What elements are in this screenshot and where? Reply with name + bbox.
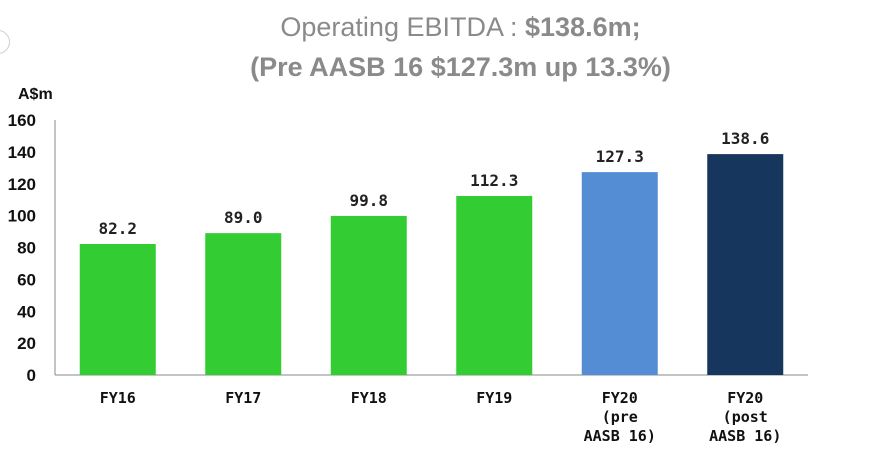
bar	[581, 172, 658, 375]
data-label: 127.3	[596, 147, 644, 166]
data-labels: 82.2 89.0 99.8 112.3 127.3 138.6	[98, 129, 769, 238]
data-label: 89.0	[224, 208, 263, 227]
x-tick-label: (post	[723, 408, 768, 426]
x-tick-label: FY17	[225, 389, 261, 407]
y-tick-label: 100	[8, 207, 36, 226]
data-label: 138.6	[721, 129, 769, 148]
y-axis-ticks: 0 20 40 60 80 100 120 140 160	[8, 111, 36, 385]
chart-title-value: $138.6m;	[525, 12, 641, 42]
y-tick-label: 160	[8, 111, 36, 130]
x-tick-label: AASB 16)	[709, 427, 781, 445]
y-tick-label: 20	[17, 334, 36, 353]
bar	[79, 243, 156, 375]
data-label: 82.2	[98, 219, 137, 238]
y-axis-label: A$m	[18, 86, 53, 103]
y-tick-label: 80	[17, 239, 36, 258]
data-label: 112.3	[470, 171, 518, 190]
bars	[79, 154, 784, 375]
bar	[205, 233, 282, 375]
y-tick-label: 40	[17, 302, 36, 321]
x-tick-label: FY20	[602, 389, 638, 407]
x-tick-label: (pre	[602, 408, 638, 426]
y-tick-label: 0	[27, 366, 36, 385]
chart-subtitle: (Pre AASB 16 $127.3m up 13.3%)	[250, 52, 671, 82]
x-tick-label: FY20	[727, 389, 763, 407]
x-tick-label: FY18	[351, 389, 387, 407]
bar	[330, 215, 407, 375]
x-tick-label: FY16	[100, 389, 136, 407]
chart-title: Operating EBITDA : $138.6m;	[20, 12, 881, 43]
bar	[456, 196, 533, 375]
x-tick-label: FY19	[476, 389, 512, 407]
y-tick-label: 60	[17, 270, 36, 289]
y-tick-label: 120	[8, 175, 36, 194]
chart-title-prefix: Operating EBITDA :	[280, 12, 525, 42]
bar	[707, 154, 784, 375]
data-label: 99.8	[349, 191, 388, 210]
x-tick-label: AASB 16)	[584, 427, 656, 445]
y-tick-label: 140	[8, 143, 36, 162]
